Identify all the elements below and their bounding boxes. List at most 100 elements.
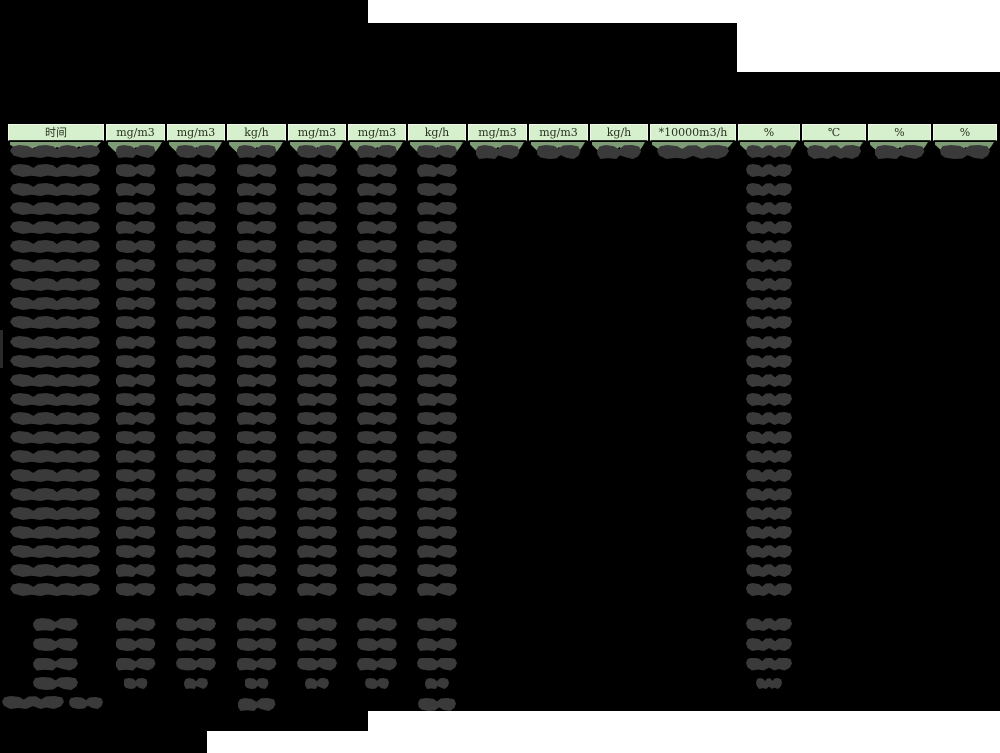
redacted-value	[357, 202, 397, 215]
redacted-value	[236, 469, 277, 482]
redacted-timestamp	[10, 164, 100, 177]
redacted-value	[176, 221, 216, 234]
redacted-percent-value	[746, 145, 792, 158]
redacted-value	[357, 278, 397, 291]
redacted-percent-value	[746, 355, 792, 368]
redacted-value	[417, 469, 457, 482]
redacted-timestamp	[10, 183, 100, 196]
redacted-value	[236, 240, 277, 253]
redacted-value	[176, 316, 216, 329]
redacted-summary-value	[357, 657, 397, 671]
redacted-footer-total	[237, 698, 276, 711]
redacted-percent-value	[746, 393, 792, 406]
column-header-2[interactable]: mg/m3	[106, 124, 165, 141]
column-header-4[interactable]: kg/h	[227, 124, 286, 141]
redacted-value	[417, 431, 457, 444]
redacted-value	[297, 183, 337, 196]
redacted-timestamp	[10, 259, 100, 272]
redacted-value	[115, 450, 156, 463]
white-area-top-strip	[368, 0, 1000, 23]
column-header-1[interactable]: 时间	[8, 124, 104, 141]
left-edge-artifact	[0, 330, 3, 368]
column-header-5[interactable]: mg/m3	[288, 124, 346, 141]
column-header-6[interactable]: mg/m3	[348, 124, 406, 141]
redacted-value	[236, 488, 277, 501]
redacted-value	[417, 164, 457, 177]
redacted-percent-value	[746, 278, 792, 291]
redacted-footer-label	[2, 696, 64, 709]
redacted-value	[176, 526, 216, 539]
white-area-bottom-right	[368, 711, 1000, 753]
redacted-value	[236, 412, 277, 425]
redacted-value	[357, 316, 397, 329]
redacted-value	[417, 545, 457, 558]
redacted-value	[417, 507, 457, 520]
redacted-timestamp	[10, 507, 100, 520]
redacted-value	[417, 278, 457, 291]
first-row-green-remnant	[108, 142, 162, 153]
redacted-value	[417, 145, 457, 158]
column-header-11[interactable]: *10000m3/h	[650, 124, 736, 141]
first-row-green-remnant	[290, 142, 343, 153]
redacted-summary-label	[33, 657, 78, 671]
redacted-value	[297, 583, 337, 596]
column-header-7[interactable]: kg/h	[408, 124, 466, 141]
redacted-timestamp	[10, 431, 100, 444]
redacted-value	[297, 469, 337, 482]
redacted-value	[597, 145, 641, 159]
redacted-value	[176, 355, 216, 368]
redacted-value	[357, 488, 397, 501]
redacted-percent-value	[746, 450, 792, 463]
first-row-green-remnant	[10, 142, 101, 153]
redacted-value	[236, 431, 277, 444]
redacted-timestamp	[10, 545, 100, 558]
redacted-value	[297, 431, 337, 444]
redacted-value	[297, 488, 337, 501]
first-row-green-remnant	[350, 142, 403, 153]
redacted-timestamp	[10, 412, 100, 425]
column-header-13[interactable]: ℃	[802, 124, 866, 141]
column-header-12[interactable]: %	[738, 124, 800, 141]
column-header-14[interactable]: %	[868, 124, 931, 141]
column-header-10[interactable]: kg/h	[590, 124, 648, 141]
redacted-summary-value	[115, 638, 156, 651]
redacted-timestamp	[10, 316, 100, 329]
redacted-value	[236, 297, 277, 310]
first-row-green-remnant	[410, 142, 463, 153]
column-header-9[interactable]: mg/m3	[529, 124, 588, 141]
redacted-summary-label	[33, 677, 78, 690]
redacted-value	[236, 278, 277, 291]
redacted-value	[417, 564, 457, 577]
redacted-timestamp	[10, 297, 100, 310]
column-header-8[interactable]: mg/m3	[468, 124, 527, 141]
redacted-value	[236, 145, 277, 158]
redacted-value	[115, 164, 156, 177]
redacted-percent-value	[746, 164, 792, 177]
redacted-percent-value	[746, 412, 792, 425]
redacted-summary-value	[236, 618, 277, 631]
redacted-value	[236, 374, 277, 387]
redacted-summary-percent	[746, 638, 792, 651]
redacted-value	[115, 545, 156, 558]
redacted-value	[115, 355, 156, 368]
redacted-value	[297, 164, 337, 177]
redacted-summary-value	[417, 618, 457, 631]
redacted-timestamp	[10, 469, 100, 482]
redacted-value	[357, 297, 397, 310]
redacted-summary-value	[115, 618, 156, 631]
redacted-value	[417, 450, 457, 463]
redacted-value	[357, 412, 397, 425]
redacted-value	[357, 240, 397, 253]
redacted-value	[357, 355, 397, 368]
column-header-3[interactable]: mg/m3	[167, 124, 225, 141]
redacted-value	[115, 259, 156, 272]
redacted-value	[236, 164, 277, 177]
redacted-value	[357, 164, 397, 177]
first-row-green-remnant	[592, 142, 645, 153]
redacted-value	[357, 469, 397, 482]
redacted-value	[176, 545, 216, 558]
redacted-value	[417, 488, 457, 501]
column-header-15[interactable]: %	[933, 124, 997, 141]
redacted-value	[236, 526, 277, 539]
redacted-percent-value	[746, 564, 792, 577]
